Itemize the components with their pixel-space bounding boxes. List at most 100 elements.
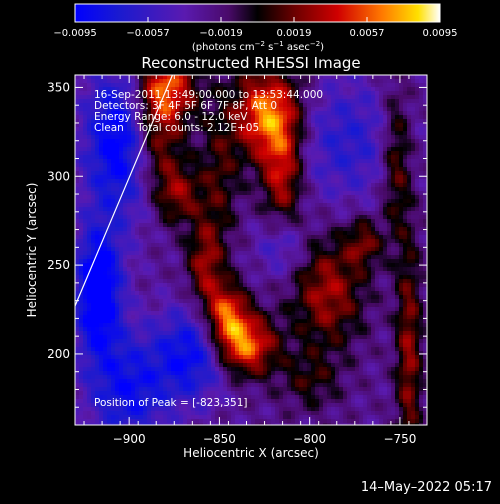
heatmap-cell xyxy=(159,151,164,156)
heatmap-cell xyxy=(211,287,216,292)
heatmap-cell xyxy=(95,207,100,212)
heatmap-cell xyxy=(255,115,260,120)
heatmap-cell xyxy=(395,131,400,136)
heatmap-cell xyxy=(383,271,388,276)
heatmap-cell xyxy=(311,203,316,208)
heatmap-cell xyxy=(279,151,284,156)
heatmap-cell xyxy=(107,175,112,180)
heatmap-cell xyxy=(339,291,344,296)
heatmap-cell xyxy=(231,267,236,272)
heatmap-cell xyxy=(139,199,144,204)
heatmap-cell xyxy=(95,139,100,144)
heatmap-cell xyxy=(83,131,88,136)
heatmap-cell xyxy=(283,183,288,188)
heatmap-cell xyxy=(271,235,276,240)
heatmap-cell xyxy=(147,223,152,228)
heatmap-cell xyxy=(159,203,164,208)
heatmap-cell xyxy=(415,215,420,220)
heatmap-cell xyxy=(415,119,420,124)
heatmap-cell xyxy=(347,227,352,232)
heatmap-cell xyxy=(367,99,372,104)
heatmap-cell xyxy=(283,187,288,192)
heatmap-cell xyxy=(231,147,236,152)
heatmap-cell xyxy=(123,207,128,212)
heatmap-cell xyxy=(251,195,256,200)
heatmap-cell xyxy=(315,159,320,164)
heatmap-cell xyxy=(195,143,200,148)
heatmap-cell xyxy=(275,279,280,284)
heatmap-cell xyxy=(419,111,424,116)
heatmap-cell xyxy=(403,195,408,200)
heatmap-cell xyxy=(167,151,172,156)
heatmap-cell xyxy=(387,155,392,160)
heatmap-cell xyxy=(311,191,316,196)
heatmap-cell xyxy=(335,219,340,224)
heatmap-cell xyxy=(247,187,252,192)
heatmap-cell xyxy=(299,83,304,88)
heatmap-cell xyxy=(367,115,372,120)
heatmap-cell xyxy=(255,147,260,152)
heatmap-cell xyxy=(183,263,188,268)
heatmap-cell xyxy=(115,75,120,80)
heatmap-cell xyxy=(167,271,172,276)
heatmap-cell xyxy=(307,283,312,288)
heatmap-cell xyxy=(119,211,124,216)
heatmap-cell xyxy=(355,291,360,296)
heatmap-cell xyxy=(83,251,88,256)
heatmap-cell xyxy=(383,267,388,272)
heatmap-cell xyxy=(75,187,80,192)
heatmap-cell xyxy=(123,83,128,88)
heatmap-cell xyxy=(111,83,116,88)
heatmap-cell xyxy=(103,251,108,256)
heatmap-cell xyxy=(263,243,268,248)
heatmap-cell xyxy=(211,195,216,200)
heatmap-cell xyxy=(143,255,148,260)
heatmap-cell xyxy=(159,171,164,176)
heatmap-cell xyxy=(103,279,108,284)
heatmap-cell xyxy=(395,255,400,260)
heatmap-cell xyxy=(387,199,392,204)
heatmap-cell xyxy=(159,231,164,236)
heatmap-cell xyxy=(183,235,188,240)
heatmap-cell xyxy=(375,187,380,192)
heatmap-cell xyxy=(115,259,120,264)
heatmap-cell xyxy=(351,267,356,272)
heatmap-cell xyxy=(199,295,204,300)
heatmap-cell xyxy=(99,75,104,80)
heatmap-cell xyxy=(279,267,284,272)
heatmap-cell xyxy=(307,255,312,260)
heatmap-cell xyxy=(79,131,84,136)
heatmap-cell xyxy=(231,263,236,268)
heatmap-cell xyxy=(415,235,420,240)
heatmap-cell xyxy=(283,111,288,116)
heatmap-cell xyxy=(235,291,240,296)
heatmap-cell xyxy=(247,79,252,84)
heatmap-cell xyxy=(183,255,188,260)
heatmap-cell xyxy=(327,139,332,144)
heatmap-cell xyxy=(303,139,308,144)
heatmap-cell xyxy=(287,167,292,172)
heatmap-cell xyxy=(387,147,392,152)
heatmap-cell xyxy=(175,291,180,296)
heatmap-cell xyxy=(371,119,376,124)
heatmap-cell xyxy=(103,83,108,88)
heatmap-cell xyxy=(311,291,316,296)
heatmap-cell xyxy=(107,283,112,288)
heatmap-cell xyxy=(419,139,424,144)
heatmap-cell xyxy=(267,231,272,236)
heatmap-cell xyxy=(111,163,116,168)
heatmap-cell xyxy=(83,171,88,176)
heatmap-cell xyxy=(179,291,184,296)
heatmap-cell xyxy=(247,255,252,260)
heatmap-cell xyxy=(395,239,400,244)
heatmap-cell xyxy=(391,107,396,112)
heatmap-cell xyxy=(307,103,312,108)
heatmap-cell xyxy=(355,243,360,248)
heatmap-cell xyxy=(83,239,88,244)
heatmap-cell xyxy=(107,203,112,208)
heatmap-cell xyxy=(143,191,148,196)
heatmap-cell xyxy=(131,295,136,300)
heatmap-cell xyxy=(323,199,328,204)
heatmap-cell xyxy=(127,231,132,236)
heatmap-cell xyxy=(139,271,144,276)
